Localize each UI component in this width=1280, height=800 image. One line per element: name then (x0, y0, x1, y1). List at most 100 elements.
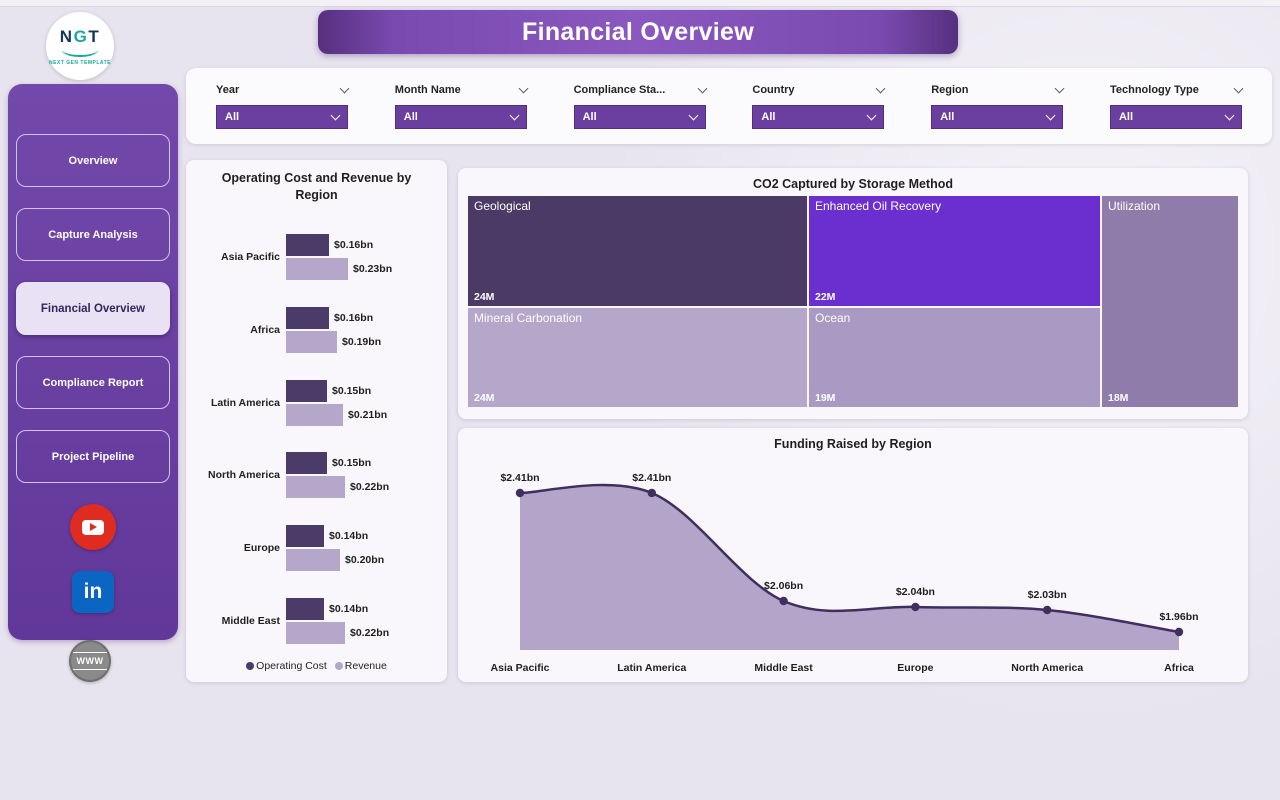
bar-group: $0.15bn $0.22bn (286, 452, 390, 499)
filter-selected-value: All (761, 111, 776, 123)
bar-operating-cost[interactable] (286, 452, 327, 475)
bar-value-label: $0.23bn (353, 263, 393, 275)
bar-chart-rows: Asia Pacific $0.16bn $0.23bn Africa $0.16bn $… (194, 234, 443, 644)
sidebar-item-overview[interactable]: Overview (16, 134, 170, 187)
treemap-tile-utilization[interactable]: Utilization 18M (1102, 196, 1238, 407)
bar-revenue[interactable] (286, 621, 345, 644)
tile-name: Enhanced Oil Recovery (815, 199, 942, 213)
chevron-down-icon[interactable] (875, 83, 886, 93)
data-point-middle-east[interactable] (779, 596, 788, 606)
youtube-play-icon (82, 519, 104, 535)
bar-value-label: $0.16bn (334, 311, 374, 324)
filter-dropdown[interactable]: All (216, 105, 348, 129)
bar-row: Middle East $0.14bn $0.22bn (194, 597, 443, 644)
x-axis-label-latin-america: Latin America (617, 662, 687, 674)
filter-selected-value: All (225, 111, 240, 123)
bar-value-label: $0.15bn (332, 384, 372, 397)
chart-title: CO2 Captured by Storage Method (752, 177, 954, 191)
treemap-tile-geological[interactable]: Geological 24M (468, 196, 807, 306)
chevron-down-icon (688, 110, 699, 120)
youtube-icon[interactable] (70, 504, 116, 550)
bar-value-label: $0.21bn (348, 408, 388, 421)
sidebar-item-project-pipeline[interactable]: Project Pipeline (16, 430, 170, 483)
chevron-down-icon[interactable] (697, 83, 708, 93)
header-banner: Financial Overview (318, 10, 958, 54)
bar-revenue[interactable] (286, 476, 345, 499)
x-axis-label-middle-east: Middle East (754, 662, 813, 674)
filter-label-row: Country (752, 82, 886, 98)
chevron-down-icon (330, 110, 341, 120)
bar-operating-cost[interactable] (286, 379, 327, 402)
bar-operating-cost[interactable] (286, 525, 324, 548)
filter-dropdown[interactable]: All (394, 105, 527, 129)
bar-value-label: $0.19bn (342, 335, 382, 348)
card-co2-storage-method: CO2 Captured by Storage Method Geologica… (458, 168, 1248, 419)
website-globe-icon[interactable]: WWW (69, 640, 111, 682)
tile-name: Geological (474, 199, 531, 213)
legend-item-operating-cost: Operating Cost (246, 660, 327, 672)
treemap-tile-mineral-carbonation[interactable]: Mineral Carbonation 24M (468, 308, 807, 407)
filter-dropdown[interactable]: All (931, 105, 1064, 129)
bar-operating-cost[interactable] (286, 234, 329, 256)
filter-country: Country All (752, 82, 886, 144)
bar-value-label: $0.14bn (329, 602, 369, 615)
bar-chart-legend: Operating Cost Revenue (186, 660, 447, 672)
bar-category-label: North America (208, 469, 280, 482)
filter-year: Year All (216, 82, 350, 144)
filter-label-row: Region (931, 82, 1065, 98)
filter-dropdown[interactable]: All (752, 105, 885, 129)
bar-revenue[interactable] (286, 403, 343, 426)
filter-selected-value: All (582, 111, 597, 123)
data-point-europe[interactable] (911, 602, 920, 612)
tile-value: 24M (474, 392, 495, 404)
filter-label-row: Technology Type (1110, 82, 1244, 98)
chevron-down-icon[interactable] (1054, 83, 1065, 93)
logo-swoosh-icon (62, 43, 98, 57)
chart-title: Funding Raised by Region (774, 437, 932, 451)
bar-category-label: Africa (250, 323, 280, 336)
chevron-down-icon[interactable] (518, 83, 529, 93)
sidebar-item-capture-analysis[interactable]: Capture Analysis (16, 208, 170, 261)
area-fill (520, 485, 1179, 650)
data-point-asia-pacific[interactable] (515, 488, 525, 498)
x-axis-label-north-america: North America (1011, 662, 1084, 674)
linkedin-icon[interactable]: in (72, 571, 114, 613)
chevron-down-icon[interactable] (339, 83, 350, 93)
filter-region: Region All (931, 82, 1065, 144)
treemap-tile-enhanced-oil-recovery[interactable]: Enhanced Oil Recovery 22M (809, 196, 1100, 306)
filter-label: Country (752, 84, 795, 96)
treemap: Geological 24M Enhanced Oil Recovery 22M Uti… (468, 196, 1238, 407)
filter-label-row: Compliance Sta... (574, 82, 708, 98)
filter-compliance-sta: Compliance Sta... All (573, 82, 708, 144)
filter-dropdown[interactable]: All (1109, 105, 1242, 129)
bar-revenue[interactable] (286, 258, 348, 280)
filter-label: Year (216, 84, 240, 96)
data-point-latin-america[interactable] (647, 488, 656, 498)
sidebar-item-compliance-report[interactable]: Compliance Report (16, 356, 170, 409)
bar-row: Europe $0.14bn $0.20bn (194, 525, 443, 572)
filter-label: Month Name (394, 84, 461, 96)
bar-revenue[interactable] (286, 330, 337, 353)
bar-row: Asia Pacific $0.16bn $0.23bn (194, 234, 443, 280)
filter-dropdown[interactable]: All (573, 105, 706, 129)
point-value-label: $2.04bn (896, 586, 935, 598)
bar-revenue[interactable] (286, 549, 340, 572)
bar-operating-cost[interactable] (286, 597, 324, 620)
data-point-north-america[interactable] (1043, 605, 1052, 615)
chevron-down-icon (866, 110, 877, 120)
ngt-logo: NGT NEXT GEN TEMPLATE (46, 12, 114, 80)
bar-row: Africa $0.16bn $0.19bn (194, 306, 443, 353)
data-point-africa[interactable] (1174, 627, 1184, 637)
bar-operating-cost[interactable] (286, 306, 329, 329)
card-funding-raised: Funding Raised by Region $2.41bn $2.41bn $… (458, 428, 1248, 682)
bar-value-label: $0.22bn (350, 481, 390, 494)
treemap-tile-ocean[interactable]: Ocean 19M (809, 308, 1100, 407)
sidebar-item-financial-overview[interactable]: Financial Overview (16, 282, 170, 335)
chevron-down-icon[interactable] (1233, 83, 1244, 93)
tile-name: Ocean (815, 311, 851, 325)
point-value-label: $2.03bn (1028, 589, 1067, 601)
tile-value: 19M (815, 392, 836, 404)
tile-value: 18M (1108, 392, 1129, 404)
bar-category-label: Europe (243, 542, 280, 555)
